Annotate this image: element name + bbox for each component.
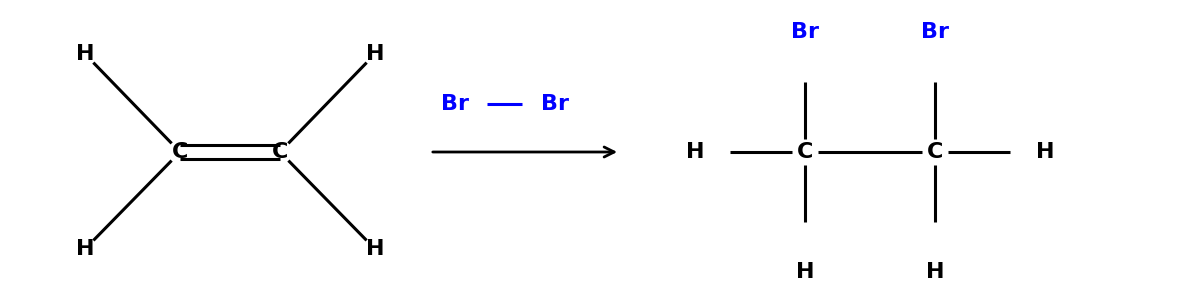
Text: H: H bbox=[796, 262, 814, 282]
Text: Br: Br bbox=[791, 22, 819, 42]
Text: C: C bbox=[797, 142, 813, 162]
Text: H: H bbox=[686, 142, 704, 162]
Text: H: H bbox=[926, 262, 944, 282]
Text: H: H bbox=[76, 44, 94, 64]
Text: Br: Br bbox=[541, 94, 569, 114]
Text: C: C bbox=[272, 142, 288, 162]
Text: Br: Br bbox=[441, 94, 470, 114]
Text: H: H bbox=[76, 239, 94, 259]
Text: C: C bbox=[172, 142, 188, 162]
Text: H: H bbox=[1035, 142, 1055, 162]
Text: H: H bbox=[366, 44, 384, 64]
Text: H: H bbox=[366, 239, 384, 259]
Text: Br: Br bbox=[921, 22, 949, 42]
Text: C: C bbox=[927, 142, 943, 162]
